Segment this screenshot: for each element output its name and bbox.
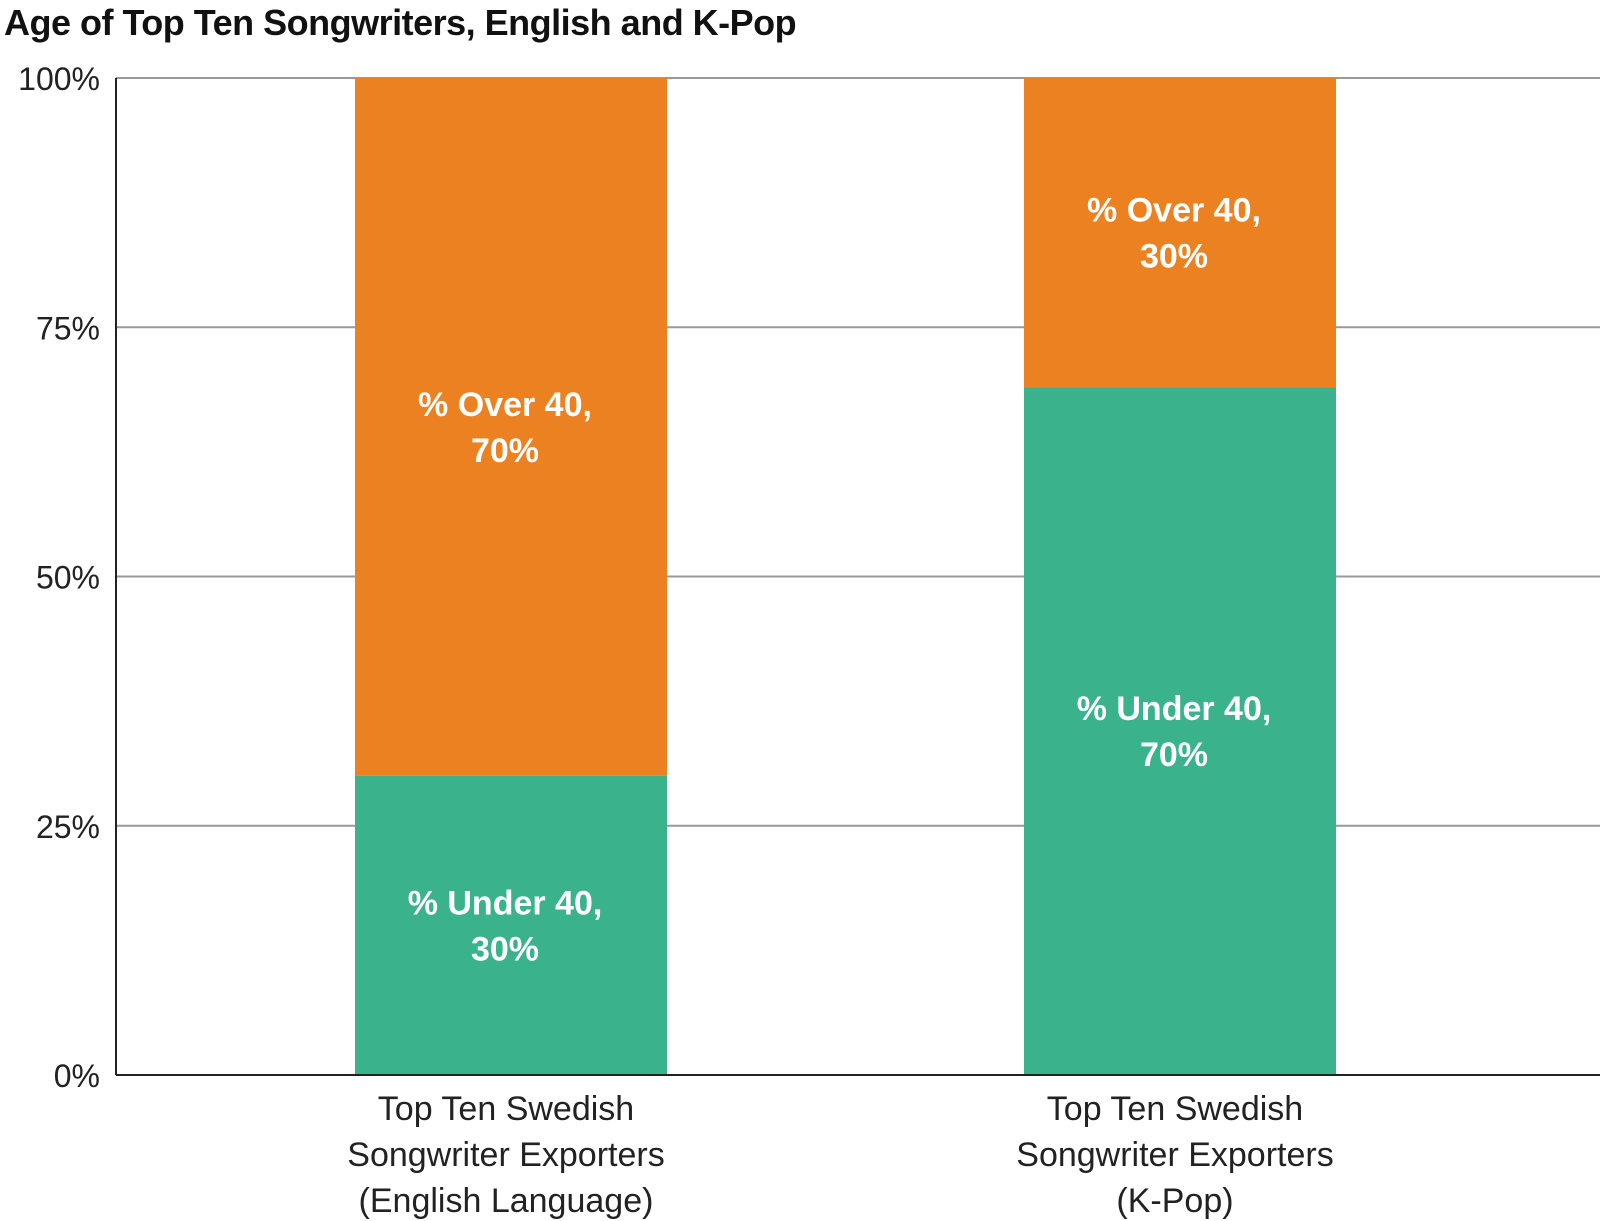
chart-title: Age of Top Ten Songwriters, English and … [4,2,797,43]
x-category-label: Top Ten Swedish [1047,1090,1303,1128]
x-category-label: (K-Pop) [1116,1182,1233,1220]
y-tick-labels: 0% 25% 50% 75% 100% [18,61,100,1094]
segment-label: % Over 40, [418,386,592,424]
x-category-label: Songwriter Exporters [347,1136,664,1174]
segment-label: % Under 40, [1077,690,1272,728]
gridlines [116,77,1600,827]
segment-label: 70% [1140,736,1208,774]
x-category-label: Songwriter Exporters [1016,1136,1333,1174]
x-category-label: Top Ten Swedish [378,1090,634,1128]
y-tick-label: 0% [54,1058,100,1094]
x-category-labels: Top Ten Swedish Songwriter Exporters (Engl… [347,1090,1333,1220]
bar-segment [355,78,667,776]
bar-segment [355,775,667,1075]
bars [355,78,1336,1075]
y-tick-label: 75% [36,310,100,346]
segment-label: 70% [471,432,539,470]
segment-label: 30% [1140,238,1208,276]
segment-labels: % Under 40, 30% % Over 40, 70% % Under 40, 70… [408,192,1272,969]
y-tick-label: 100% [18,61,100,97]
y-tick-label: 50% [36,560,100,596]
x-category-label: (English Language) [359,1182,654,1220]
bar-segment [1024,78,1336,388]
segment-label: 30% [471,930,539,968]
axes [115,78,1600,1076]
y-tick-label: 25% [36,809,100,845]
segment-label: % Over 40, [1087,192,1261,230]
segment-label: % Under 40, [408,884,603,922]
bar-segment [1024,387,1336,1075]
